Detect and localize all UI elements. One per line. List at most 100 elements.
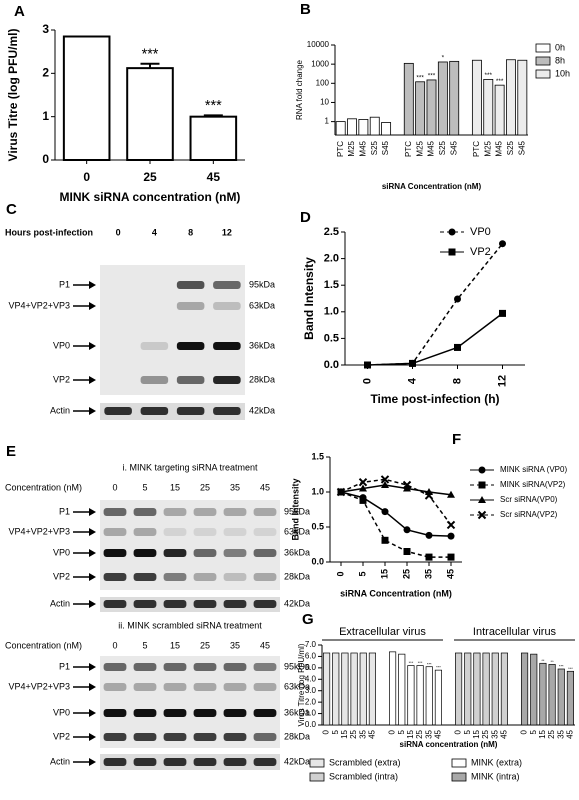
y-tick-label: 2.5 — [324, 226, 339, 238]
significance: *** — [416, 74, 424, 81]
bar — [425, 666, 433, 726]
x-tick-label: PTC — [472, 141, 481, 157]
blot-band — [223, 683, 247, 691]
blot-band — [253, 733, 277, 741]
band-size: 42kDa — [284, 598, 310, 608]
blot-band — [140, 407, 169, 415]
marker — [424, 491, 434, 500]
x-tick-label: 35 — [556, 729, 565, 738]
y-tick-label: 2.0 — [305, 697, 317, 706]
band-size: 28kDa — [284, 571, 310, 581]
x-tick-label: M25 — [347, 140, 356, 156]
marker — [364, 361, 371, 369]
blot-band — [163, 508, 187, 516]
significance: *** — [418, 660, 423, 665]
y-tick-label: 0.0 — [305, 720, 317, 729]
bar — [483, 78, 494, 136]
blot-band — [193, 663, 217, 671]
band-label: P1 — [59, 279, 70, 289]
blot-band — [213, 407, 241, 415]
x-tick-label: S45 — [381, 140, 390, 155]
x-tick-label: 25 — [143, 170, 157, 184]
bar — [471, 59, 482, 136]
blot-band — [223, 508, 247, 516]
blot-band — [103, 758, 127, 766]
blot-band — [176, 281, 205, 289]
blot-band — [253, 549, 277, 557]
marker — [359, 484, 367, 492]
y-tick-label: 10000 — [307, 40, 330, 49]
arrow-head — [89, 600, 96, 608]
panel-letter: D — [300, 209, 311, 226]
bar — [407, 665, 415, 726]
legend-label: MINK siRNA (VP0) — [500, 465, 567, 474]
series-line — [340, 491, 451, 558]
bar — [347, 118, 357, 136]
lane-label: 45 — [260, 482, 270, 492]
blot-header: Concentration (nM) — [5, 482, 82, 492]
lane-label: 0 — [116, 227, 121, 237]
x-tick-label: S45 — [517, 140, 526, 155]
legend-swatch — [309, 758, 325, 768]
lane-label: 35 — [230, 482, 240, 492]
blot-band — [253, 758, 277, 766]
arrow-head — [89, 376, 96, 384]
marker — [381, 481, 389, 488]
blot-band — [193, 549, 217, 557]
legend-label: 0h — [555, 42, 565, 52]
marker — [478, 496, 486, 503]
blot-band — [163, 683, 187, 691]
x-tick-label: 45 — [434, 729, 443, 738]
blot-band — [133, 709, 157, 717]
x-tick-label: 0 — [83, 170, 90, 184]
legend-label: VP0 — [470, 226, 491, 238]
series-line — [340, 484, 452, 496]
x-tick-label: 5 — [529, 729, 538, 734]
y-tick-label: 0.5 — [324, 332, 339, 344]
marker — [477, 510, 487, 520]
significance: *** — [496, 78, 504, 85]
x-tick-label: 45 — [207, 170, 221, 184]
blot-band — [104, 407, 132, 415]
bar — [437, 61, 448, 136]
blot-band — [253, 709, 277, 717]
legend-label: Scr siRNA(VP0) — [500, 495, 558, 504]
significance: *** — [409, 660, 414, 665]
blot-band — [253, 683, 277, 691]
y-tick-label: 1.0 — [311, 486, 324, 496]
x-tick-label: 15 — [472, 729, 481, 738]
bar — [341, 652, 349, 726]
x-tick-label: 45 — [500, 729, 509, 738]
band-label: VP2 — [53, 731, 70, 741]
marker — [336, 487, 346, 497]
bar — [189, 115, 238, 161]
x-tick-label: 12 — [496, 375, 508, 387]
blot-image — [100, 500, 280, 590]
x-tick-label: 15 — [340, 729, 349, 738]
band-size: 63kDa — [249, 300, 275, 310]
y-tick-label: 6.0 — [305, 652, 317, 661]
band-label: VP0 — [53, 340, 70, 350]
blot-image — [100, 754, 280, 770]
y-tick-label: 4.0 — [305, 674, 317, 683]
bar — [332, 652, 340, 726]
bar — [403, 62, 414, 136]
x-tick-label: 8 — [451, 378, 463, 384]
y-tick-label: 7.0 — [305, 640, 317, 649]
y-tick-label: 5.0 — [305, 663, 317, 672]
band-label: VP2 — [53, 571, 70, 581]
arrow-head — [89, 281, 96, 289]
marker — [446, 520, 456, 530]
lane-label: 45 — [260, 640, 270, 650]
blot-band — [163, 549, 187, 557]
blot-header: Concentration (nM) — [5, 640, 82, 650]
significance: *** — [427, 661, 432, 666]
x-tick-label: 0 — [388, 729, 397, 734]
band-label: P1 — [59, 506, 70, 516]
legend-label: MINK siRNA(VP2) — [500, 480, 566, 489]
legend-swatch — [535, 69, 551, 79]
y-tick-label: 1.0 — [305, 709, 317, 718]
arrow-head — [89, 733, 96, 741]
bar — [517, 59, 528, 136]
arrow-head — [89, 709, 96, 717]
